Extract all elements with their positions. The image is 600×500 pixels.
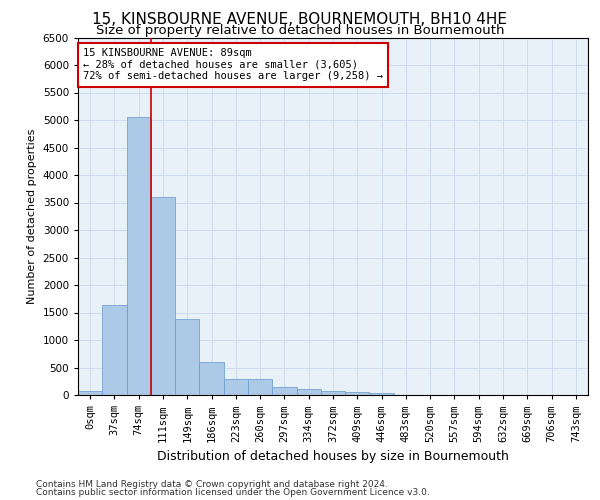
Bar (102, 305, 127, 395)
Bar (175, 319, 199, 395)
Y-axis label: Number of detached properties: Number of detached properties (27, 128, 37, 304)
Bar (370, 394, 394, 395)
Bar (78, 391, 102, 395)
Text: 15 KINSBOURNE AVENUE: 89sqm
← 28% of detached houses are smaller (3,605)
72% of : 15 KINSBOURNE AVENUE: 89sqm ← 28% of det… (83, 48, 383, 82)
Text: Size of property relative to detached houses in Bournemouth: Size of property relative to detached ho… (96, 24, 504, 37)
Bar (151, 197, 175, 395)
Bar (345, 392, 370, 395)
X-axis label: Distribution of detached houses by size in Bournemouth: Distribution of detached houses by size … (157, 450, 509, 463)
Bar (272, 387, 296, 395)
Text: 15, KINSBOURNE AVENUE, BOURNEMOUTH, BH10 4HE: 15, KINSBOURNE AVENUE, BOURNEMOUTH, BH10… (92, 12, 508, 28)
Text: Contains HM Land Registry data © Crown copyright and database right 2024.: Contains HM Land Registry data © Crown c… (36, 480, 388, 489)
Bar (199, 362, 224, 395)
Bar (321, 390, 345, 395)
Bar (248, 379, 272, 395)
Bar (224, 379, 248, 395)
Text: Contains public sector information licensed under the Open Government Licence v3: Contains public sector information licen… (36, 488, 430, 497)
Bar (127, 117, 151, 395)
Bar (296, 389, 321, 395)
